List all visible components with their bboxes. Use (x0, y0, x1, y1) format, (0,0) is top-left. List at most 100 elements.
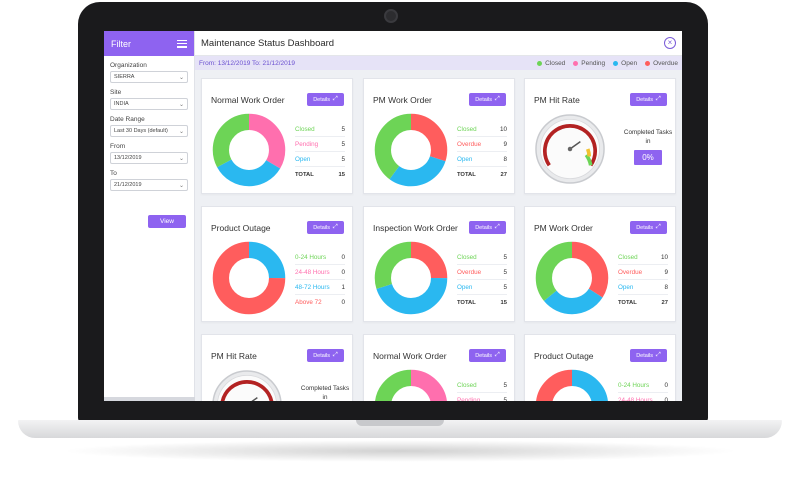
status-label: Closed (618, 253, 638, 261)
status-label: Open (457, 155, 473, 163)
donut-segment (374, 241, 448, 315)
date-range-group: Date Range Last 30 Days (default) ⌄ (104, 116, 194, 137)
expand-icon: ⤢ (333, 96, 338, 102)
site-value: INDIA (114, 101, 129, 107)
status-value: 9 (503, 140, 507, 148)
status-label: Closed (457, 253, 477, 261)
status-label: Pending (457, 397, 481, 401)
legend-pending: Pending (573, 60, 605, 67)
status-value: 1 (341, 283, 345, 291)
chevron-down-icon: ⌄ (178, 74, 184, 81)
to-label: To (110, 170, 117, 177)
site-select[interactable]: INDIA ⌄ (110, 98, 188, 110)
donut-chart (212, 113, 286, 187)
details-label: Details (636, 224, 653, 231)
sidebar-scrollbar[interactable] (104, 397, 195, 401)
status-row-closed: Closed 5 (457, 250, 507, 265)
status-row-closed: Closed 10 (618, 250, 668, 265)
status-row-0-24-hours: 0-24 Hours 0 (618, 378, 668, 393)
legend-open: Open (613, 60, 637, 67)
legend-label: Closed (545, 59, 566, 67)
from-date-select[interactable]: 13/12/2019 ⌄ (110, 152, 188, 164)
status-value: 5 (341, 140, 345, 148)
legend-label: Overdue (653, 59, 678, 67)
donut-segment (212, 241, 286, 315)
status-label: Above 72 (295, 299, 322, 306)
status-row-open: Open 8 (618, 280, 668, 295)
completed-label: Completed Tasks in (623, 129, 673, 145)
details-button[interactable]: Details ⤢ (630, 93, 667, 106)
organization-select[interactable]: SIERRA ⌄ (110, 71, 188, 83)
details-label: Details (475, 224, 492, 231)
donut-segment (374, 241, 448, 315)
status-row-total: TOTAL 15 (457, 295, 507, 310)
details-label: Details (475, 96, 492, 103)
to-date-value: 21/12/2019 (114, 182, 142, 188)
donut-segment (535, 241, 609, 315)
organization-label: Organization (110, 62, 147, 69)
legend-closed: Closed (537, 60, 565, 67)
status-row-pending: Pending 5 (295, 137, 345, 152)
completed-tasks: Completed Tasks in 0% (623, 129, 673, 165)
status-row-open: Open 8 (457, 152, 507, 167)
chevron-down-icon: ⌄ (178, 155, 184, 162)
from-date-value: 13/12/2019 (114, 155, 142, 161)
details-label: Details (636, 352, 653, 359)
date-range-select[interactable]: Last 30 Days (default) ⌄ (110, 125, 188, 137)
status-label: Pending (295, 140, 319, 148)
status-label: 0-24 Hours (618, 381, 650, 389)
donut-segment (535, 241, 609, 315)
details-button[interactable]: Details ⤢ (469, 221, 506, 234)
details-button[interactable]: Details ⤢ (307, 93, 344, 106)
donut-chart (535, 241, 609, 315)
expand-icon: ⤢ (333, 352, 338, 358)
status-label: 24-48 Hours (618, 397, 653, 401)
status-label: Open (295, 155, 311, 163)
status-row-24-48-hours: 24-48 Hours 0 (618, 393, 668, 401)
legend-dot (645, 60, 651, 66)
donut-chart (374, 241, 448, 315)
status-value: 5 (503, 268, 507, 276)
status-row-above-72: Above 72 0 (295, 295, 345, 310)
status-list: Closed 5 Pending 5 Open 5 TOTAL 15 (295, 122, 345, 182)
details-button[interactable]: Details ⤢ (469, 93, 506, 106)
status-row-total: TOTAL 27 (457, 167, 507, 182)
expand-icon: ⤢ (333, 224, 338, 230)
details-button[interactable]: Details ⤢ (630, 221, 667, 234)
card-title: PM Hit Rate (211, 351, 257, 361)
status-label: Closed (295, 125, 315, 133)
view-button[interactable]: View (148, 215, 186, 228)
details-button[interactable]: Details ⤢ (307, 349, 344, 362)
donut-segment (374, 113, 448, 187)
details-button[interactable]: Details ⤢ (307, 221, 344, 234)
to-date-select[interactable]: 21/12/2019 ⌄ (110, 179, 188, 191)
date-range-label: Date Range (110, 116, 145, 123)
to-group: To 21/12/2019 ⌄ (104, 170, 194, 191)
hamburger-menu-icon[interactable] (177, 39, 187, 48)
status-value: 15 (500, 299, 507, 306)
expand-icon: ⤢ (495, 224, 500, 230)
page-title: Maintenance Status Dashboard (201, 37, 335, 49)
status-value: 10 (499, 125, 507, 133)
status-value: 0 (664, 381, 668, 389)
details-button[interactable]: Details ⤢ (469, 349, 506, 362)
organization-group: Organization SIERRA ⌄ (104, 62, 194, 83)
from-label: From (110, 143, 126, 150)
card-pm-work-order: PM Work Order Details ⤢ Closed 10 Overdue 9 Ope… (524, 206, 676, 322)
status-value: 8 (503, 155, 507, 163)
status-label: Closed (457, 381, 477, 389)
card-title: PM Hit Rate (534, 95, 580, 105)
details-button[interactable]: Details ⤢ (630, 349, 667, 362)
donut-chart (374, 113, 448, 187)
close-icon[interactable]: × (664, 37, 676, 49)
donut-chart (212, 241, 286, 315)
legend-dot (573, 60, 579, 66)
hit-rate-gauge (535, 114, 605, 184)
status-value: 27 (661, 299, 668, 306)
status-value: 5 (341, 155, 345, 163)
expand-icon: ⤢ (495, 352, 500, 358)
status-label: TOTAL (618, 299, 637, 306)
chevron-down-icon: ⌄ (178, 101, 184, 108)
